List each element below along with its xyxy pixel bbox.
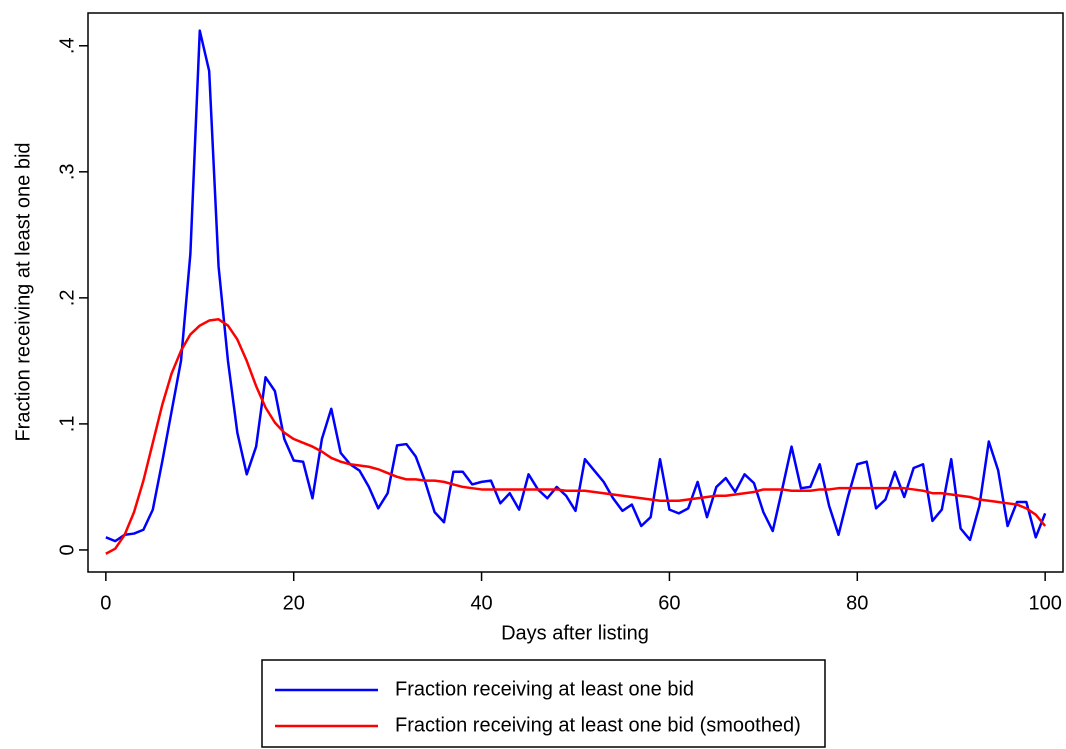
legend-label: Fraction receiving at least one bid <box>395 678 694 700</box>
series-line <box>105 29 1047 543</box>
y-tick-label: .1 <box>56 416 78 433</box>
plot-frame <box>87 12 1064 573</box>
legend <box>261 659 826 748</box>
x-tick-label: 100 <box>1028 592 1061 614</box>
x-tick-label: 80 <box>846 592 868 614</box>
x-tick-label: 60 <box>658 592 680 614</box>
x-axis-title: Days after listing <box>501 622 649 644</box>
y-tick-label: 0 <box>56 544 78 555</box>
series-line <box>105 318 1047 555</box>
legend-label: Fraction receiving at least one bid (smo… <box>395 714 801 736</box>
y-axis-title: Fraction receiving at least one bid <box>12 142 34 441</box>
y-tick-label: .4 <box>56 37 78 54</box>
y-tick-label: .3 <box>56 163 78 180</box>
x-tick-label: 0 <box>100 592 111 614</box>
x-tick-label: 20 <box>283 592 305 614</box>
y-tick-label: .2 <box>56 290 78 307</box>
x-tick-label: 40 <box>470 592 492 614</box>
